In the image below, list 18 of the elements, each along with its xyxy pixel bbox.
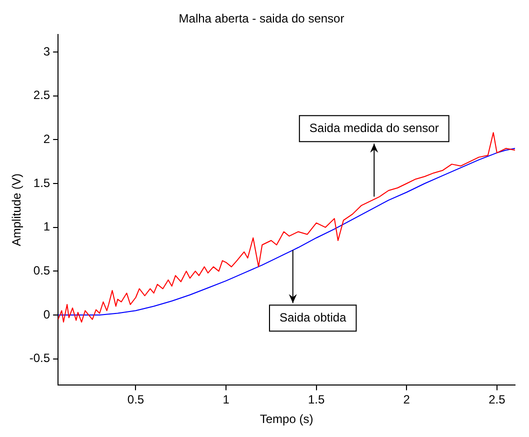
y-tick-label: 3: [43, 44, 50, 58]
y-axis-title: Amplitude (V): [10, 173, 24, 246]
x-tick-label: 1: [222, 392, 230, 407]
y-tick-label: -0.5: [29, 351, 50, 366]
annotation: Saida obtida: [279, 310, 347, 324]
y-tick-label: 2: [43, 132, 50, 146]
y-tick-label: 0: [43, 307, 50, 322]
x-axis-title: Tempo (s): [260, 412, 314, 426]
annotation: Saida medida do sensor: [309, 120, 439, 135]
y-tick-label: 1: [43, 220, 50, 234]
x-tick-label: 1.5: [308, 392, 325, 407]
y-tick-label: 0.5: [33, 264, 50, 278]
x-tick-label: 0.5: [127, 392, 144, 407]
chart-title: Malha aberta - saida do sensor: [178, 12, 344, 26]
x-tick-label: 2.5: [488, 392, 506, 407]
y-tick-label: 2.5: [33, 88, 50, 102]
y-tick-label: 1.5: [33, 176, 50, 190]
x-tick-label: 2: [403, 392, 410, 407]
